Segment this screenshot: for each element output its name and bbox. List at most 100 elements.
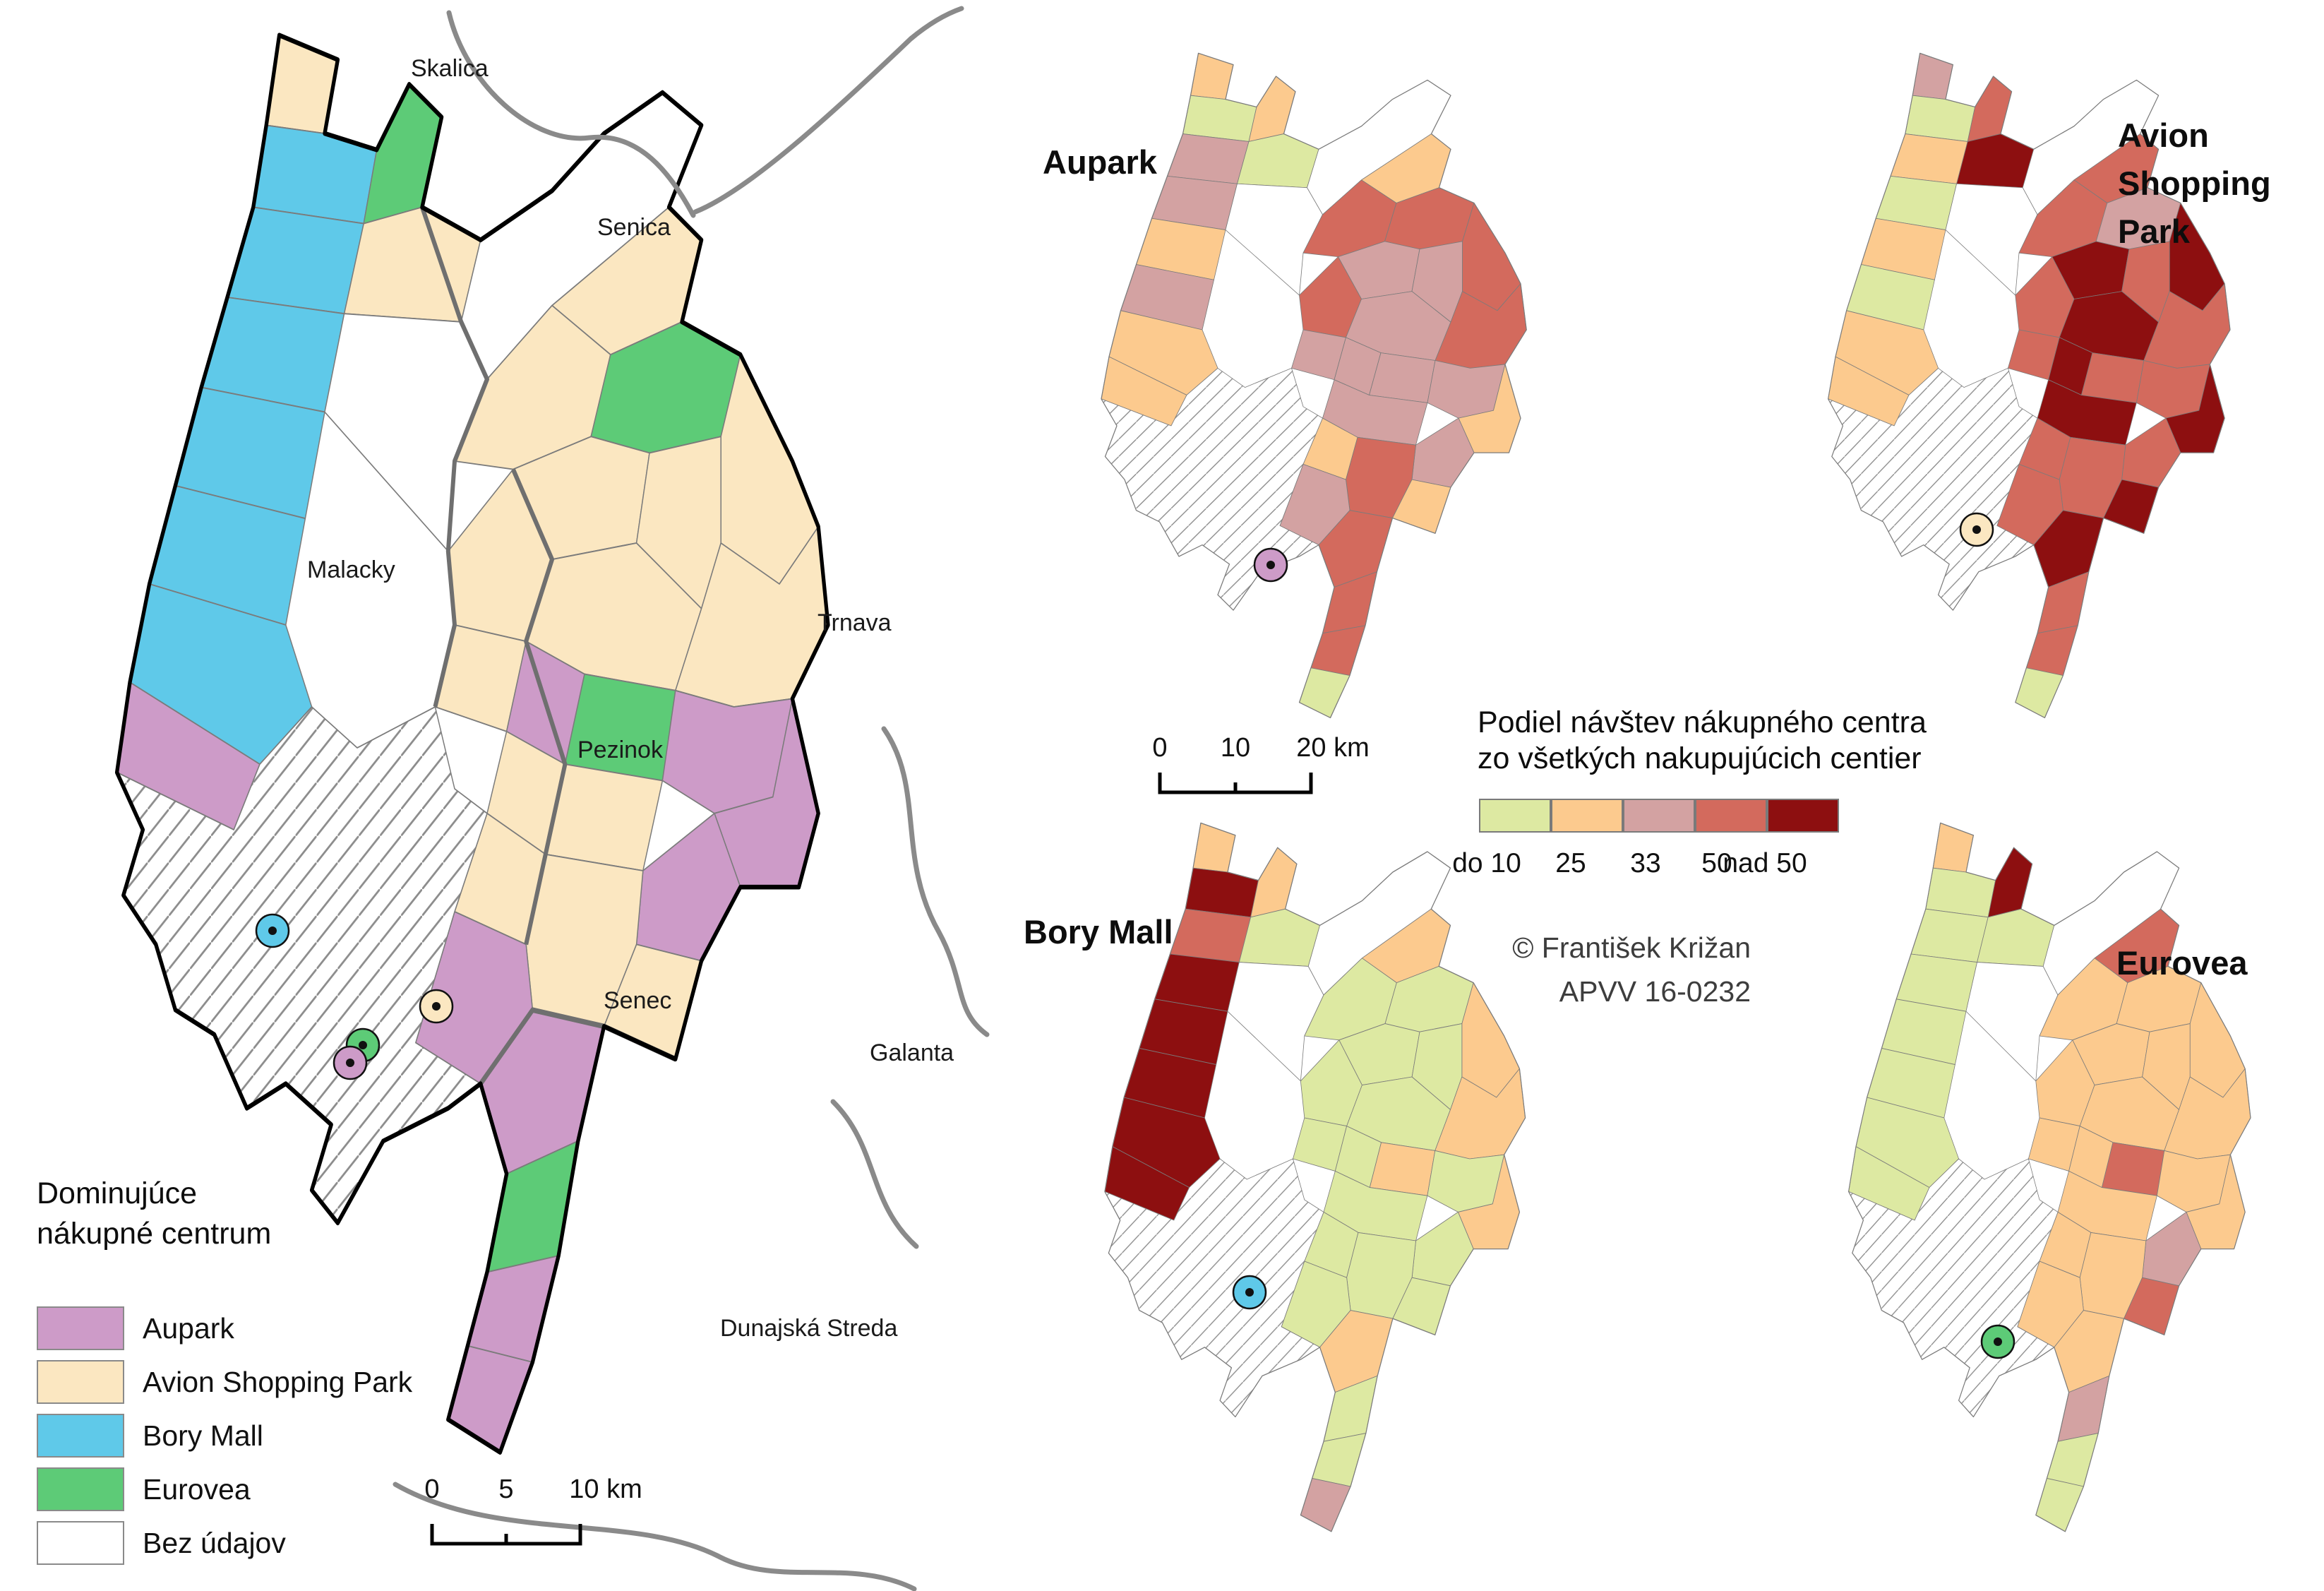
- legend-swatch: [37, 1306, 124, 1350]
- share-class-label-5: nad 50: [1723, 848, 1807, 878]
- municipality-area-z3: [1167, 133, 1250, 184]
- municipality-area-z3: [1890, 133, 1968, 184]
- main-scalebar-5: 5: [498, 1474, 514, 1504]
- neighbor-district-border: [881, 726, 990, 1037]
- municipality-area-z3: [1169, 908, 1252, 963]
- main-scalebar-10: 10 km: [569, 1474, 642, 1504]
- region-outline: [1848, 822, 2251, 1532]
- small-scalebar: [1158, 773, 1313, 794]
- municipality-area-n2: [343, 206, 481, 323]
- municipality-area-z2: [1182, 95, 1257, 142]
- small-scalebar-0: 0: [1152, 733, 1168, 763]
- municipality-area-c12: [2081, 352, 2145, 403]
- aupark-map-title: Aupark: [1043, 143, 1157, 181]
- municipality-area-n2: [1977, 908, 2055, 967]
- share-legend-labels: do 10 25 33 50 nad 50: [0, 848, 2324, 879]
- aupark-location-marker: [333, 1045, 368, 1080]
- dominance-legend-item-bory-mall: Bory Mall: [37, 1414, 531, 1458]
- main-scalebar-0: 0: [424, 1474, 440, 1504]
- city-label-senec: Senec: [604, 987, 672, 1014]
- avion-map-title-line1: Avion: [2118, 117, 2209, 154]
- avion-map-title-line2: Shopping: [2118, 165, 2271, 203]
- legend-item-label: Bory Mall: [143, 1419, 263, 1452]
- dominance-legend-title-line1: Dominujúce: [37, 1176, 198, 1210]
- share-class-label-2: 25: [1555, 848, 1586, 878]
- city-label-galanta: Galanta: [870, 1039, 954, 1066]
- aupark-location-marker: [1253, 547, 1288, 583]
- district-border: [511, 467, 568, 946]
- legend-swatch: [37, 1414, 124, 1458]
- dominance-legend-item-aupark: Aupark: [37, 1306, 531, 1350]
- legend-swatch: [37, 1521, 124, 1565]
- avion-share-map: [1828, 52, 2231, 719]
- share-legend-title-line1: Podiel návštev nákupného centra: [1478, 705, 1927, 739]
- municipality-area-w1: [1227, 962, 1324, 1082]
- municipality-area-w1: [324, 313, 488, 552]
- credit-text: © František Križan APVV 16-0232: [1502, 926, 1751, 1013]
- legend-item-label: Bez údajov: [143, 1527, 286, 1559]
- municipality-area-z3: [1910, 908, 1989, 963]
- dominance-legend-item-eurovea: Eurovea: [37, 1467, 531, 1511]
- municipality-area-w1: [1965, 962, 2059, 1082]
- bory-location-marker: [1232, 1275, 1267, 1310]
- municipality-area-n2: [1237, 133, 1319, 189]
- city-label-dunajska-streda: Dunajská Streda: [720, 1315, 898, 1342]
- legend-swatch: [37, 1467, 124, 1511]
- eurovea-location-marker: [1980, 1324, 2015, 1359]
- share-class-label-3: 33: [1630, 848, 1661, 878]
- municipality-area-c12: [1369, 352, 1436, 403]
- city-label-pezinok: Pezinok: [577, 737, 663, 763]
- bory-map-title: Bory Mall: [1024, 913, 1173, 951]
- share-class-swatch-2: [1551, 799, 1623, 833]
- region-outline: [114, 32, 830, 1455]
- dominance-legend-title-line2: nákupné centrum: [37, 1216, 272, 1251]
- credit-line2: APVV 16-0232: [1559, 975, 1751, 1008]
- legend-swatch: [37, 1360, 124, 1404]
- neighbor-district-border: [446, 10, 696, 218]
- share-class-label-4: 50: [1701, 848, 1732, 878]
- avion-location-marker: [419, 989, 454, 1024]
- municipality-area-c12: [564, 673, 676, 782]
- legend-item-label: Aupark: [143, 1312, 234, 1345]
- city-label-malacky: Malacky: [307, 556, 395, 583]
- avion-map-title: Avion Shopping Park: [2118, 112, 2271, 256]
- region-outline: [1101, 52, 1527, 719]
- credit-line1: © František Križan: [1512, 931, 1751, 964]
- share-class-swatch-1: [1479, 799, 1551, 833]
- share-class-swatch-3: [1623, 799, 1695, 833]
- share-legend-title: Podiel návštev nákupného centra zo všetk…: [1478, 705, 1927, 776]
- neighbor-district-border: [693, 6, 964, 215]
- main-scalebar: [430, 1524, 582, 1546]
- small-scalebar-10: 10: [1220, 733, 1251, 763]
- region-outline: [1828, 52, 2231, 719]
- share-class-swatch-4: [1695, 799, 1767, 833]
- city-label-skalica: Skalica: [411, 55, 489, 82]
- dominance-legend-title: Dominujúce nákupné centrum: [37, 1174, 271, 1254]
- municipality-area-c12: [2102, 1142, 2165, 1196]
- aupark-share-map: [1101, 52, 1527, 719]
- small-scalebar-20: 20 km: [1296, 733, 1370, 763]
- bory-share-map: [1104, 822, 1526, 1532]
- municipality-area-n2: [1956, 133, 2035, 189]
- municipality-area-n2: [1238, 908, 1320, 967]
- legend-item-label: Eurovea: [143, 1473, 251, 1506]
- municipality-area-w1: [1945, 183, 2038, 296]
- share-class-swatch-5: [1767, 799, 1839, 833]
- city-label-senica: Senica: [597, 214, 671, 241]
- eurovea-map-title: Eurovea: [2116, 944, 2248, 982]
- share-legend-title-line2: zo všetkých nakupujúcich centier: [1478, 741, 1922, 775]
- municipality-area-c12: [1369, 1142, 1436, 1196]
- bory-mall-location-marker: [255, 913, 290, 948]
- municipality-area-z2: [1905, 95, 1975, 142]
- district-border: [420, 205, 489, 708]
- avion-map-title-line3: Park: [2118, 213, 2190, 251]
- municipality-area-w1: [1225, 183, 1323, 296]
- neighbor-district-border: [830, 1099, 919, 1249]
- dominance-legend-item-bez-dajov: Bez údajov: [37, 1521, 531, 1565]
- region-outline: [1104, 822, 1526, 1532]
- share-legend-scale: [1479, 799, 1903, 833]
- share-class-label-1: do 10: [1452, 848, 1521, 878]
- legend-item-label: Avion Shopping Park: [143, 1366, 413, 1398]
- city-label-trnava: Trnava: [817, 609, 892, 636]
